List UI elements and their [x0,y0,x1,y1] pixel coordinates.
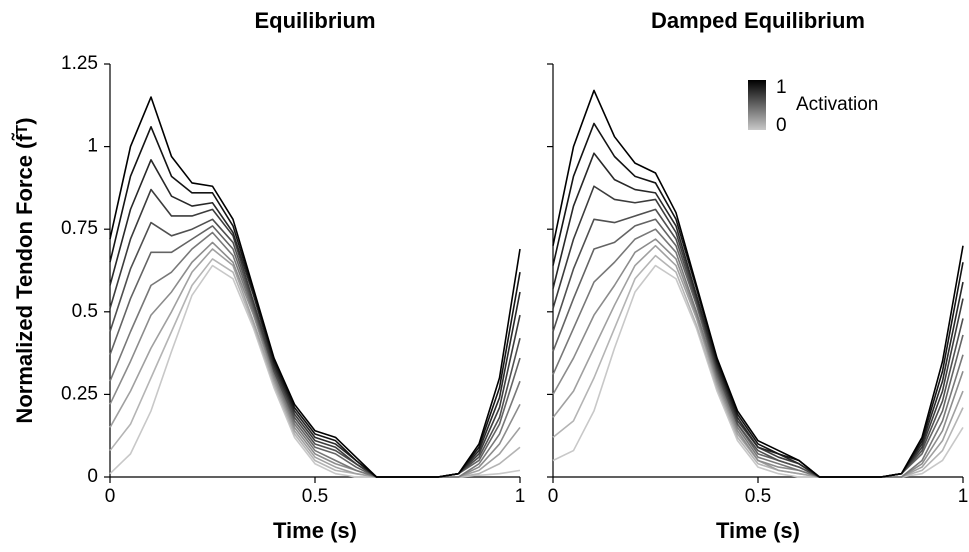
series-line [552,208,964,478]
y-tick-label: 0.25 [61,383,98,404]
series-line [552,228,964,478]
series-line [552,185,964,478]
x-axis-label: Time (s) [716,518,800,543]
series-line [109,264,521,478]
colorbar [748,80,766,130]
x-tick-label: 1 [515,486,526,507]
y-tick-label: 0.75 [61,218,98,239]
y-tick-label: 1.25 [61,53,98,74]
series-line [109,218,521,478]
y-axis-label: Normalized Tendon Force (f̃ᵀ) [12,117,37,423]
series-line [552,264,964,478]
series-line [109,125,521,478]
x-axis-label: Time (s) [273,518,357,543]
y-tick-label: 0.5 [72,301,98,322]
colorbar-label: Activation [796,94,878,115]
colorbar-tick-label: 0 [776,115,787,136]
y-tick-label: 0 [87,466,98,487]
x-tick-label: 0 [548,486,559,507]
series-line [552,244,964,478]
series-line [552,152,964,478]
series-line [109,231,521,478]
x-tick-label: 1 [958,486,969,507]
series-line [109,159,521,478]
y-tick-label: 1 [87,136,98,157]
series-line [109,241,521,478]
colorbar-tick-label: 1 [776,77,787,98]
series-line [552,122,964,478]
x-tick-label: 0.5 [745,486,771,507]
x-tick-label: 0.5 [302,486,328,507]
chart-title: Damped Equilibrium [651,8,865,33]
chart-title: Equilibrium [255,8,376,33]
series-line [109,96,521,478]
series-line [552,89,964,478]
x-tick-label: 0 [105,486,116,507]
